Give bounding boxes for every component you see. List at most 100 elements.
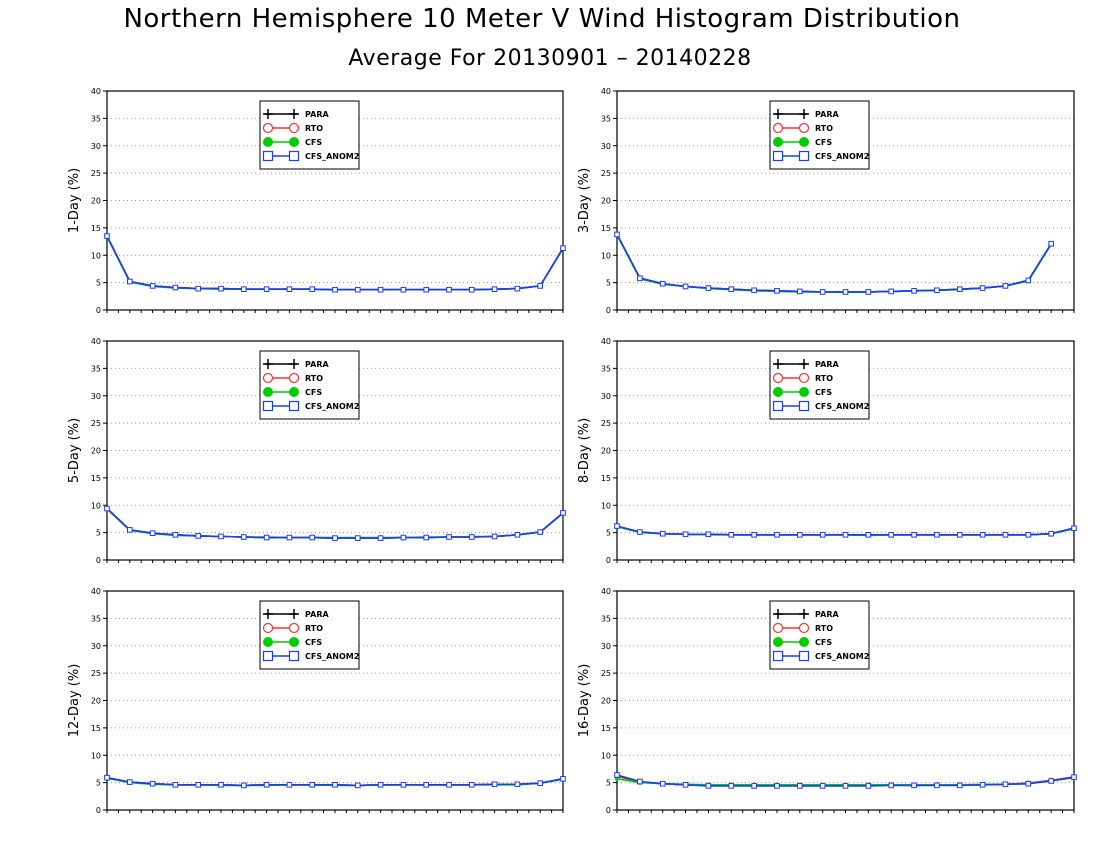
y-tick-label: 40 bbox=[601, 87, 611, 96]
y-tick-label: 15 bbox=[91, 474, 101, 483]
point-cfs-anom2 bbox=[423, 782, 429, 788]
legend-marker bbox=[288, 650, 300, 662]
point-cfs-anom2 bbox=[1071, 525, 1077, 532]
legend-box bbox=[769, 350, 870, 420]
legend-marker bbox=[289, 387, 299, 397]
point-cfs-anom2 bbox=[979, 285, 986, 291]
y-tick-label: 25 bbox=[601, 169, 611, 178]
plot-frame bbox=[106, 340, 564, 561]
chart-panel-4: 0 5 10 15 20 25 30 35 40 8-Day (%) PARA RTO CFS CFS_A… bbox=[577, 337, 1077, 565]
point-cfs-anom2 bbox=[911, 288, 917, 294]
legend-marker bbox=[288, 372, 300, 384]
point-cfs-anom2 bbox=[888, 782, 895, 789]
legend-marker bbox=[289, 637, 299, 647]
point-cfs-anom2 bbox=[659, 280, 666, 287]
chart-panel-2: 0 5 10 15 20 25 30 35 40 3-Day (%) PARA RTO CFS CFS_A… bbox=[577, 87, 1075, 315]
point-cfs-anom2 bbox=[1002, 781, 1009, 788]
legend-marker bbox=[288, 122, 300, 134]
point-cfs-anom2 bbox=[682, 531, 689, 538]
legend-marker bbox=[798, 150, 810, 162]
legend-marker bbox=[773, 637, 783, 647]
legend-label: CFS bbox=[305, 138, 322, 147]
y-tick-label: 20 bbox=[601, 447, 611, 456]
chart-panel-3: 0 5 10 15 20 25 30 35 40 5-Day (%) PARA RTO CFS CFS_A… bbox=[67, 337, 566, 565]
point-cfs-anom2 bbox=[104, 505, 110, 512]
legend-box bbox=[259, 600, 360, 670]
point-cfs-anom2 bbox=[309, 782, 315, 788]
point-cfs-anom2 bbox=[956, 532, 963, 538]
point-cfs-anom2 bbox=[400, 286, 407, 293]
plot-frame bbox=[106, 590, 564, 811]
y-tick-label: 40 bbox=[601, 587, 611, 596]
legend-marker bbox=[799, 637, 809, 647]
point-cfs-anom2 bbox=[797, 783, 803, 789]
point-cfs-anom2 bbox=[469, 286, 475, 293]
y-tick-label: 10 bbox=[91, 501, 101, 510]
point-cfs-anom2 bbox=[127, 278, 133, 285]
chart-panel-1: 0 5 10 15 20 25 30 35 40 1-Day (%) PARA RTO CFS CFS_A… bbox=[67, 87, 566, 315]
y-tick-label: 30 bbox=[91, 142, 101, 151]
y-tick-label: 5 bbox=[606, 529, 611, 538]
point-cfs-anom2 bbox=[377, 286, 384, 293]
point-cfs-anom2 bbox=[309, 286, 315, 292]
point-cfs-anom2 bbox=[218, 533, 224, 540]
point-cfs-anom2 bbox=[446, 534, 452, 540]
legend-label: CFS_ANOM2 bbox=[305, 402, 359, 411]
point-cfs-anom2 bbox=[934, 287, 940, 294]
legend-marker bbox=[263, 137, 273, 147]
point-cfs-anom2 bbox=[842, 289, 849, 295]
chart-subtitle: Average For 20130901 – 20140228 bbox=[348, 46, 752, 71]
point-cfs-anom2 bbox=[1071, 774, 1077, 780]
point-cfs-anom2 bbox=[637, 778, 643, 785]
series-line-cfs_anom2 bbox=[106, 235, 564, 291]
legend-label: RTO bbox=[305, 374, 323, 383]
y-tick-label: 15 bbox=[601, 724, 611, 733]
point-cfs-anom2 bbox=[491, 286, 498, 292]
point-cfs-anom2 bbox=[195, 533, 201, 539]
series-line-para bbox=[106, 235, 564, 291]
point-cfs-anom2 bbox=[888, 532, 895, 538]
point-cfs-anom2 bbox=[728, 286, 735, 292]
point-cfs-anom2 bbox=[491, 533, 498, 540]
point-cfs-anom2 bbox=[241, 782, 247, 789]
point-cfs-anom2 bbox=[218, 782, 224, 788]
legend-label: PARA bbox=[305, 110, 329, 119]
y-axis-label: 5-Day (%) bbox=[67, 418, 82, 483]
legend-label: CFS bbox=[815, 638, 832, 647]
y-tick-label: 40 bbox=[91, 87, 101, 96]
point-cfs-anom2 bbox=[400, 534, 407, 541]
point-cfs-anom2 bbox=[537, 529, 544, 535]
legend-label: CFS bbox=[305, 638, 322, 647]
point-cfs-anom2 bbox=[1025, 780, 1032, 787]
y-tick-label: 5 bbox=[606, 779, 611, 788]
y-axis-label: 8-Day (%) bbox=[577, 418, 592, 483]
y-tick-label: 0 bbox=[96, 556, 101, 565]
point-cfs-anom2 bbox=[491, 781, 498, 788]
point-cfs-anom2 bbox=[751, 287, 757, 294]
legend-label: CFS_ANOM2 bbox=[305, 652, 359, 661]
series-line-rto bbox=[106, 235, 564, 291]
legend-box bbox=[769, 100, 870, 170]
point-cfs-anom2 bbox=[241, 286, 247, 292]
y-tick-label: 35 bbox=[91, 114, 101, 123]
point-cfs-anom2 bbox=[842, 532, 849, 538]
point-cfs-anom2 bbox=[911, 782, 917, 789]
point-cfs-anom2 bbox=[332, 535, 338, 541]
y-tick-label: 0 bbox=[606, 306, 611, 315]
y-tick-label: 40 bbox=[601, 337, 611, 346]
legend-marker bbox=[262, 372, 274, 384]
legend-marker bbox=[288, 400, 300, 412]
point-cfs-anom2 bbox=[218, 285, 224, 292]
point-cfs-anom2 bbox=[263, 286, 270, 292]
plot-frame bbox=[616, 90, 1075, 311]
point-cfs-anom2 bbox=[469, 782, 475, 788]
y-tick-label: 30 bbox=[601, 642, 611, 651]
point-cfs-anom2 bbox=[1048, 778, 1054, 784]
y-tick-label: 10 bbox=[91, 751, 101, 760]
y-tick-label: 25 bbox=[601, 419, 611, 428]
point-cfs-anom2 bbox=[728, 532, 735, 538]
legend-label: RTO bbox=[305, 624, 323, 633]
point-cfs-anom2 bbox=[286, 782, 293, 788]
legend-marker bbox=[773, 137, 783, 147]
legend-marker bbox=[263, 637, 273, 647]
